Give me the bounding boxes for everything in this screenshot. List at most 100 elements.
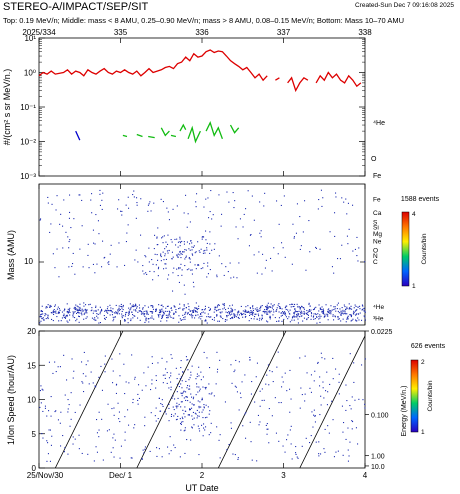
- he4-band-point: [340, 313, 342, 315]
- ion-speed-point: [67, 411, 69, 413]
- he4-band-point: [186, 313, 188, 315]
- ion-speed-cluster-point: [189, 388, 191, 390]
- ion-speed-cluster-point: [185, 410, 187, 412]
- ion-speed-point: [242, 425, 244, 427]
- ion-speed-point: [83, 351, 85, 353]
- ion-speed-cluster-point: [182, 392, 184, 394]
- heavy-ion-point: [185, 194, 187, 196]
- he4-band-point: [67, 321, 69, 323]
- he4-band-point: [294, 303, 296, 305]
- ion-speed-point: [249, 421, 251, 423]
- he3-band-point: [183, 317, 185, 319]
- he4-band-point: [79, 303, 81, 305]
- he4-band-point: [166, 317, 168, 319]
- ion-speed-point: [333, 456, 335, 458]
- ion-speed-point: [323, 448, 325, 450]
- ion-speed-point: [151, 362, 153, 364]
- he4-band-point: [173, 313, 175, 315]
- he4-band-point: [297, 318, 299, 320]
- he4-band-point: [158, 316, 160, 318]
- he4-band-point: [84, 309, 86, 311]
- ion-speed-cluster-point: [195, 413, 197, 415]
- he3-band-point: [150, 317, 152, 319]
- he4-band-point: [218, 304, 220, 306]
- ion-speed-point: [353, 381, 355, 383]
- ion-speed-cluster-point: [168, 387, 170, 389]
- he4-band-point: [279, 307, 281, 309]
- cluster-point: [152, 263, 154, 265]
- he4-band-point: [118, 308, 120, 310]
- he4-band-point: [264, 312, 266, 314]
- he4-band-point: [119, 309, 121, 311]
- he4-band-point: [292, 316, 294, 318]
- ion-speed-cluster-point: [186, 439, 188, 441]
- heavy-ion-point: [149, 270, 151, 272]
- ion-speed-point: [309, 387, 311, 389]
- ion-speed-point: [309, 442, 311, 444]
- he3-band-point: [43, 319, 45, 321]
- he3-band-point: [209, 316, 211, 318]
- he4-band-point: [217, 309, 219, 311]
- he4-band-point: [53, 313, 55, 315]
- ion-speed-point: [63, 354, 65, 356]
- ion-speed-point: [282, 381, 284, 383]
- ion-speed-point: [144, 416, 146, 418]
- he3-band-point: [226, 315, 228, 317]
- he3-band-point: [180, 319, 182, 321]
- ion-speed-point: [114, 439, 116, 441]
- top-y-tick-label: 10⁻¹: [20, 103, 36, 112]
- cluster-point: [177, 256, 179, 258]
- he4-band-point: [337, 318, 339, 320]
- bottom-x-tick-label: 4: [363, 471, 368, 480]
- ion-speed-point: [161, 456, 163, 458]
- he4-band-point: [207, 313, 209, 315]
- he4-band-point: [130, 318, 132, 320]
- ion-speed-point: [249, 359, 251, 361]
- heavy-ion-point: [102, 240, 104, 242]
- he4-band-point: [164, 310, 166, 312]
- top-y-tick-label: 10⁻³: [20, 172, 36, 181]
- he4-band-point: [355, 313, 357, 315]
- he4-band-point: [139, 319, 141, 321]
- heavy-ion-point: [174, 238, 176, 240]
- he4-band-point: [179, 303, 181, 305]
- heavy-ion-point: [189, 221, 191, 223]
- he4-band-point: [206, 316, 208, 318]
- he4-band-point: [118, 307, 120, 309]
- cluster-point: [179, 267, 181, 269]
- he4-band-point: [293, 315, 295, 317]
- heavy-ion-point: [58, 276, 60, 278]
- ion-speed-cluster-point: [184, 427, 186, 429]
- ion-speed-cluster-point: [189, 409, 191, 411]
- he4-band-point: [162, 311, 164, 313]
- he4-band-point: [270, 310, 272, 312]
- he4-band-point: [134, 305, 136, 307]
- he4-band-point: [308, 302, 310, 304]
- he4-band-point: [69, 311, 71, 313]
- he4-band-point: [76, 312, 78, 314]
- he4-band-point: [82, 310, 84, 312]
- ion-speed-point: [352, 421, 354, 423]
- he4-band-point: [167, 305, 169, 307]
- heavy-ion-point: [233, 207, 235, 209]
- ion-speed-cluster-point: [182, 418, 184, 420]
- he4-band-point: [326, 315, 328, 317]
- ion-speed-point: [318, 441, 320, 443]
- he3-band-point: [299, 316, 301, 318]
- ion-speed-point: [290, 443, 292, 445]
- heavy-ion-point: [335, 196, 337, 198]
- ion-speed-point: [143, 452, 145, 454]
- ion-speed-point: [74, 411, 76, 413]
- he3-band-point: [324, 315, 326, 317]
- middle-colorbar-max: 4: [412, 211, 416, 218]
- he4-band-point: [109, 304, 111, 306]
- ion-speed-cluster-point: [193, 396, 195, 398]
- cluster-point: [203, 262, 205, 264]
- ion-speed-cluster-point: [199, 430, 201, 432]
- he4-band-point: [309, 310, 311, 312]
- heavy-ion-point: [72, 252, 74, 254]
- ion-speed-point: [230, 364, 232, 366]
- heavy-ion-point: [187, 213, 189, 215]
- ion-speed-point: [347, 449, 349, 451]
- he4-band-point: [85, 310, 87, 312]
